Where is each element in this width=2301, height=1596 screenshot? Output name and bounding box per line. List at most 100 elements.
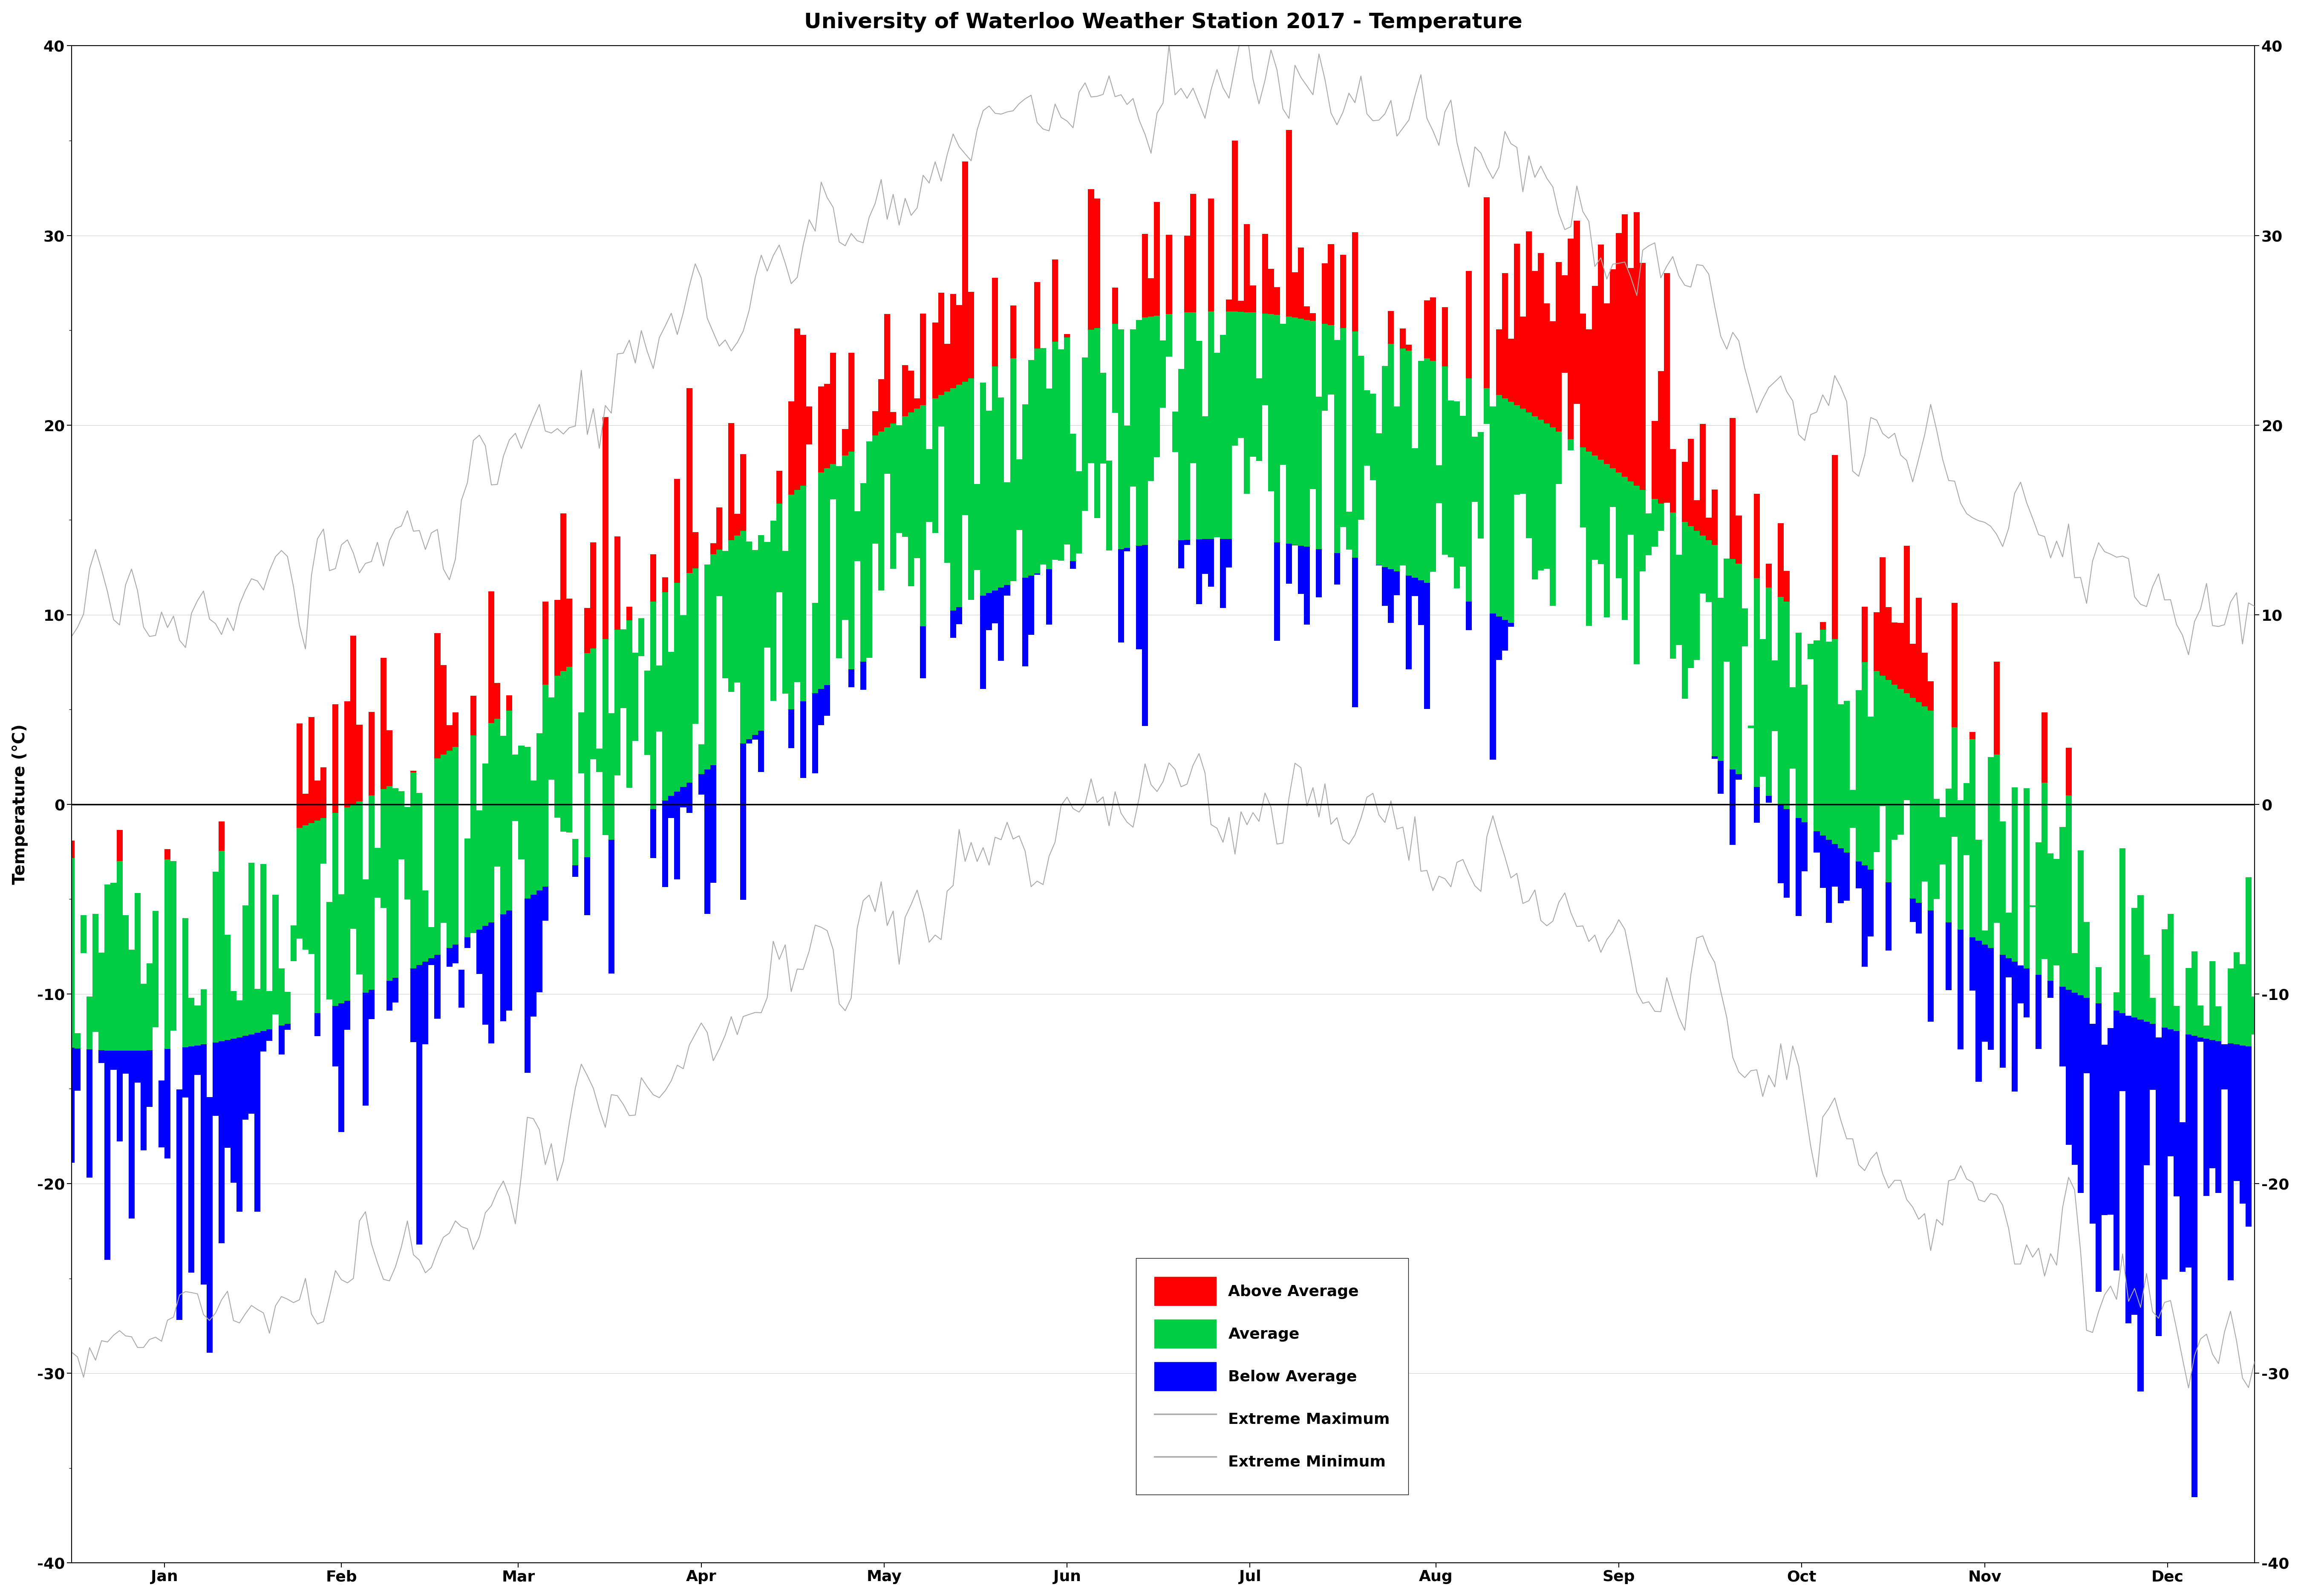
Bar — [674, 792, 681, 879]
Bar — [1887, 680, 1891, 883]
Bar — [614, 536, 621, 630]
Bar — [1388, 570, 1394, 622]
Bar — [1484, 388, 1489, 425]
Bar — [969, 378, 973, 600]
Bar — [693, 568, 697, 725]
Bar — [1052, 342, 1058, 560]
Bar — [697, 774, 704, 795]
Bar — [1855, 689, 1862, 862]
Bar — [805, 407, 812, 445]
Bar — [1779, 804, 1783, 883]
Bar — [290, 926, 297, 961]
Bar — [1809, 643, 1813, 659]
Bar — [987, 410, 992, 594]
Bar — [1029, 361, 1033, 576]
Bar — [854, 511, 861, 562]
Bar — [1795, 817, 1802, 916]
Bar — [1705, 517, 1712, 541]
Bar — [1615, 472, 1622, 578]
Bar — [387, 731, 393, 787]
Bar — [1544, 303, 1551, 423]
Bar — [536, 891, 543, 993]
Bar — [1305, 306, 1309, 319]
Bar — [1279, 324, 1286, 464]
Bar — [674, 479, 681, 583]
Bar — [237, 1037, 242, 1211]
Bar — [1551, 428, 1555, 606]
Bar — [1215, 353, 1220, 538]
Bar — [1988, 757, 1993, 948]
Bar — [1226, 300, 1231, 311]
Bar — [1466, 602, 1473, 630]
Bar — [2145, 954, 2149, 1021]
Bar — [1047, 388, 1052, 570]
Bar — [285, 991, 290, 1023]
Bar — [1118, 329, 1125, 549]
Bar — [350, 804, 357, 929]
Bar — [1323, 263, 1328, 324]
Bar — [166, 1049, 170, 1159]
Bar — [2085, 998, 2089, 1073]
Bar — [1406, 351, 1413, 576]
Bar — [2048, 854, 2052, 982]
Bar — [1394, 571, 1399, 595]
Bar — [1604, 464, 1611, 618]
Bar — [1424, 583, 1429, 709]
Bar — [1862, 865, 1868, 967]
Bar — [759, 731, 764, 772]
Bar — [2011, 787, 2018, 962]
Bar — [1880, 557, 1887, 675]
Bar — [1765, 563, 1772, 587]
Bar — [1208, 311, 1215, 539]
Bar — [1730, 769, 1735, 844]
Bar — [1977, 940, 1981, 1082]
Bar — [693, 531, 697, 568]
Bar — [308, 717, 315, 824]
Bar — [465, 937, 469, 948]
Bar — [1022, 404, 1029, 578]
Bar — [393, 788, 398, 978]
Bar — [1783, 809, 1790, 899]
Bar — [746, 541, 752, 739]
Bar — [651, 809, 656, 859]
Bar — [416, 966, 423, 1245]
Bar — [453, 747, 458, 945]
Bar — [350, 635, 357, 804]
Bar — [741, 531, 746, 744]
Bar — [861, 484, 865, 662]
Bar — [1231, 140, 1238, 311]
Bar — [663, 592, 667, 800]
Bar — [301, 825, 308, 950]
Bar — [741, 455, 746, 531]
Bar — [1657, 503, 1664, 531]
Bar — [1081, 358, 1088, 511]
Bar — [140, 983, 147, 1050]
Bar — [909, 370, 913, 412]
Bar — [1125, 426, 1130, 547]
Bar — [368, 712, 375, 795]
Bar — [1700, 425, 1705, 536]
Bar — [626, 621, 633, 787]
Bar — [1178, 369, 1185, 541]
Bar — [2204, 1025, 2209, 1039]
Bar — [1832, 455, 1838, 638]
Bar — [1141, 318, 1148, 544]
Bar — [1604, 303, 1611, 464]
Bar — [1555, 431, 1562, 484]
Bar — [902, 417, 909, 536]
Bar — [555, 675, 561, 817]
Bar — [999, 587, 1003, 661]
Bar — [297, 723, 301, 828]
Bar — [1951, 728, 1958, 836]
Bar — [410, 772, 416, 969]
Bar — [1328, 244, 1335, 326]
Bar — [1921, 653, 1928, 707]
Bar — [1077, 471, 1081, 554]
Bar — [596, 749, 603, 772]
Bar — [147, 1050, 152, 1108]
Bar — [603, 638, 607, 835]
Bar — [603, 417, 607, 638]
Bar — [1910, 899, 1917, 922]
Bar — [1029, 576, 1033, 635]
Bar — [99, 1050, 104, 1063]
